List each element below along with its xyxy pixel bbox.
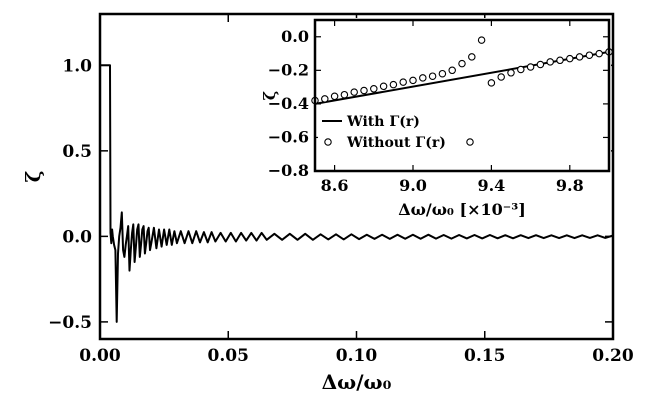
inset-data-point [458, 59, 466, 68]
inset-y-tick-label: 0.0 [281, 27, 309, 46]
inset-legend: With Γ(r) Without Γ(r) [318, 114, 476, 158]
legend-label: With Γ(r) [346, 114, 420, 130]
inset-data-point [438, 69, 447, 78]
inset-y-tick-label: −0.6 [268, 127, 309, 146]
inset-data-point [360, 86, 368, 95]
main-series [100, 64, 614, 323]
inset-data-point [321, 95, 329, 103]
main-x-tick-label: 0.20 [592, 346, 634, 366]
inset-data-point [595, 49, 603, 58]
main-series-line [100, 64, 614, 323]
inset-data-point [409, 76, 417, 85]
inset-x-tick-label: 9.0 [399, 176, 427, 195]
inset-data-point [379, 82, 388, 91]
inset-y-tick-label: −0.2 [268, 60, 309, 79]
inset-data-point [585, 51, 594, 59]
main-x-tick-label: 0.05 [208, 346, 249, 366]
inset-x-tick-label: 9.4 [477, 176, 505, 195]
inset-data-point [536, 60, 545, 69]
inset-data-point [428, 72, 437, 80]
main-x-tick-label: 0.15 [464, 346, 505, 366]
inset-series [311, 36, 613, 105]
main-y-tick-label: 0.5 [62, 142, 92, 162]
inset-data-point [497, 73, 505, 81]
inset-data-point [468, 53, 476, 61]
inset-data-point [370, 85, 378, 93]
inset-plot-frame [313, 18, 611, 173]
inset-data-point [546, 58, 554, 66]
inset-data-point [575, 53, 584, 61]
inset-data-point [399, 78, 407, 86]
main-x-tick-label: 0.10 [336, 346, 378, 366]
inset-data-point [526, 63, 535, 71]
legend-label: Without Γ(r) [346, 135, 446, 151]
inset-x-axis-label: Δω/ω₀ [×10⁻³] [398, 200, 526, 219]
main-y-tick-label: −0.5 [48, 313, 92, 333]
inset-y-tick-label: −0.8 [268, 161, 309, 180]
inset-data-point [477, 36, 486, 44]
main-ticks: 0.00 0.05 0.10 0.15 0.20 −0.5 0.0 0.5 1.0 [48, 14, 634, 366]
inset-ticks: 8.6 9.0 9.4 9.8 0.0 −0.2 −0.4 −0.6 −0.8 [268, 20, 609, 195]
legend-marker-swatch [324, 138, 332, 146]
legend-background [318, 114, 476, 158]
inset-y-axis-label: ζ [260, 91, 279, 100]
inset-data-point [556, 56, 564, 65]
inset-data-point [419, 74, 427, 82]
main-y-tick-label: 0.0 [62, 227, 92, 247]
main-x-axis-label: Δω/ω₀ [322, 370, 392, 394]
inset-y-tick-label: −0.4 [268, 94, 309, 113]
inset-data-point [340, 90, 349, 99]
main-x-tick-label: 0.00 [79, 346, 121, 366]
inset-data-point [389, 80, 398, 89]
inset-data-point [566, 54, 574, 63]
legend-marker-swatch [466, 138, 474, 146]
inset-x-tick-label: 8.6 [321, 176, 349, 195]
inset-x-tick-label: 9.8 [556, 176, 584, 195]
inset-data-point [330, 92, 339, 101]
inset-data-point [517, 65, 525, 74]
main-y-axis-label: ζ [21, 170, 45, 182]
inset-data-point [487, 79, 496, 87]
inset-data-point [448, 66, 456, 75]
inset-data-point [350, 88, 358, 96]
inset-data-point [507, 69, 515, 77]
main-y-tick-label: 1.0 [62, 56, 92, 76]
